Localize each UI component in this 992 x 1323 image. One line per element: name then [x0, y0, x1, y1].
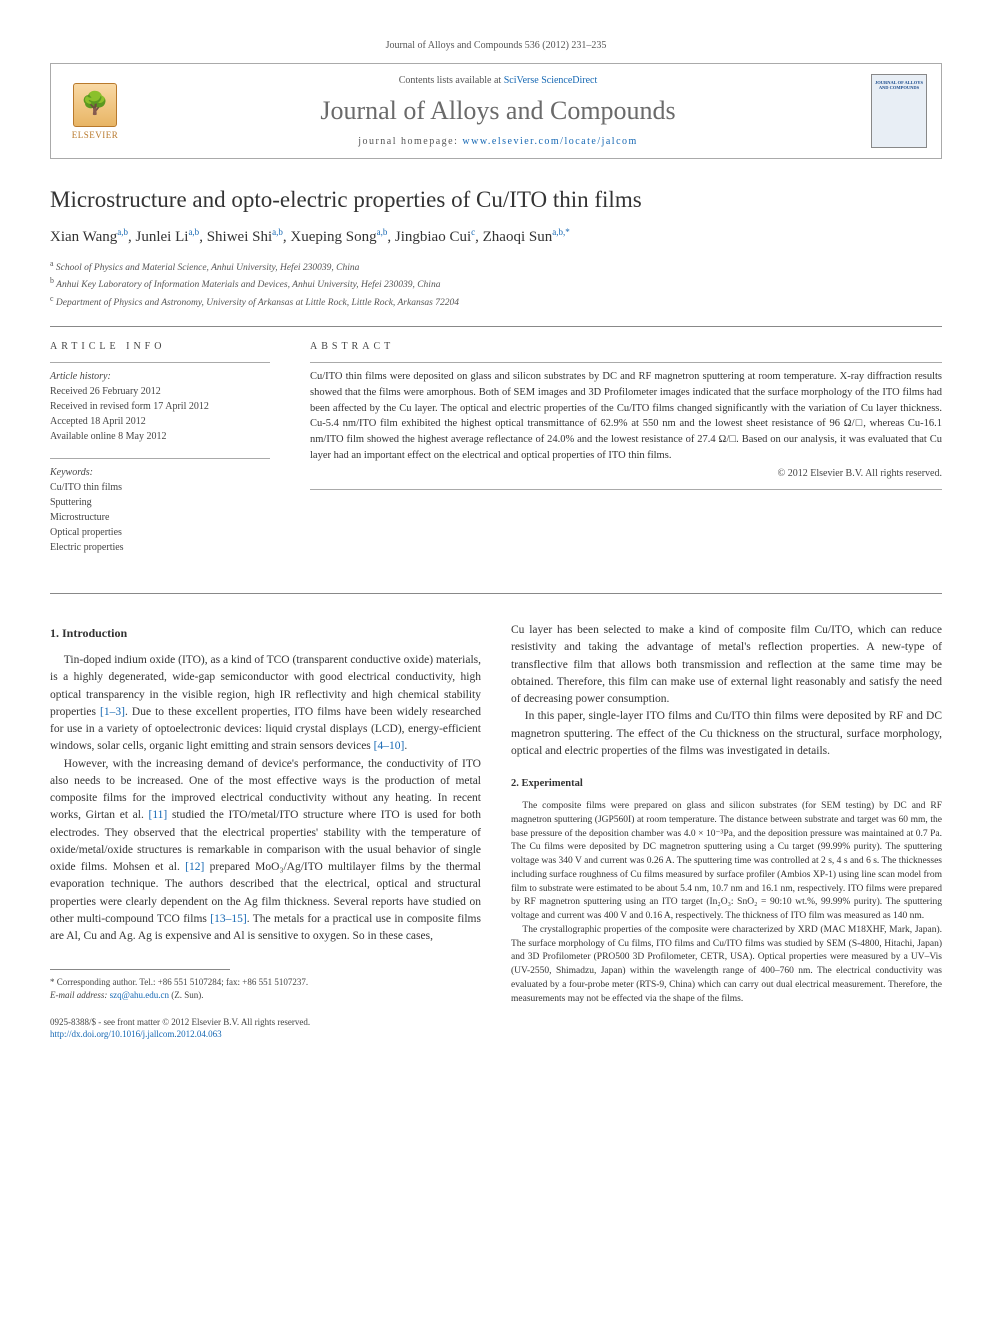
- article-info-column: ARTICLE INFO Article history: Received 2…: [50, 341, 270, 569]
- author-4-aff: a,b: [377, 227, 388, 237]
- abstract-label: ABSTRACT: [310, 341, 942, 352]
- intro-paragraph-2: However, with the increasing demand of d…: [50, 756, 481, 946]
- ref-1-3[interactable]: [1–3]: [100, 706, 125, 718]
- body-divider: [50, 593, 942, 594]
- author-5-aff: c: [471, 227, 475, 237]
- corresponding-star: *: [50, 977, 57, 987]
- article-title: Microstructure and opto-electric propert…: [50, 187, 942, 213]
- author-3-aff: a,b: [272, 227, 283, 237]
- abstract-copyright: © 2012 Elsevier B.V. All rights reserved…: [310, 468, 942, 479]
- ref-11[interactable]: [11]: [149, 809, 168, 821]
- corresponding-email-link[interactable]: szq@ahu.edu.cn: [110, 990, 169, 1000]
- contents-available-line: Contents lists available at SciVerse Sci…: [141, 75, 855, 86]
- abstract-divider-bottom: [310, 489, 942, 490]
- elsevier-logo: ELSEVIER: [65, 76, 125, 146]
- keywords-label: Keywords:: [50, 465, 270, 480]
- affiliation-c: Department of Physics and Astronomy, Uni…: [56, 298, 459, 308]
- homepage-line: journal homepage: www.elsevier.com/locat…: [141, 136, 855, 147]
- col2-paragraph-2: In this paper, single-layer ITO films an…: [511, 708, 942, 760]
- intro-heading: 1. Introduction: [50, 624, 481, 642]
- article-info-label: ARTICLE INFO: [50, 341, 270, 352]
- keyword-2: Sputtering: [50, 495, 270, 510]
- authors-line: Xian Wanga,b, Junlei Lia,b, Shiwei Shia,…: [50, 227, 942, 246]
- exp-paragraph-2: The crystallographic properties of the c…: [511, 924, 942, 1007]
- doi-link[interactable]: http://dx.doi.org/10.1016/j.jallcom.2012…: [50, 1029, 222, 1039]
- corresponding-author: * Corresponding author. Tel.: +86 551 51…: [50, 976, 481, 1001]
- affiliation-b: Anhui Key Laboratory of Information Mate…: [56, 281, 440, 291]
- info-divider: [50, 362, 270, 363]
- author-3: Shiwei Shi: [207, 229, 272, 245]
- homepage-link[interactable]: www.elsevier.com/locate/jalcom: [462, 136, 637, 147]
- keywords-block: Keywords: Cu/ITO thin films Sputtering M…: [50, 465, 270, 555]
- journal-header-box: ELSEVIER Contents lists available at Sci…: [50, 63, 942, 159]
- cover-title-text: JOURNAL OF ALLOYS AND COMPOUNDS: [872, 81, 926, 91]
- author-2-aff: a,b: [188, 227, 199, 237]
- abstract-divider: [310, 362, 942, 363]
- keyword-4: Optical properties: [50, 525, 270, 540]
- elsevier-label: ELSEVIER: [72, 130, 119, 140]
- author-6-aff: a,b,*: [552, 227, 570, 237]
- left-column: 1. Introduction Tin-doped indium oxide (…: [50, 622, 481, 1041]
- article-history: Article history: Received 26 February 20…: [50, 369, 270, 444]
- keyword-3: Microstructure: [50, 510, 270, 525]
- contents-prefix: Contents lists available at: [399, 75, 504, 86]
- abstract-text: Cu/ITO thin films were deposited on glas…: [310, 369, 942, 464]
- journal-cover-thumbnail: JOURNAL OF ALLOYS AND COMPOUNDS: [871, 74, 927, 148]
- ref-13-15[interactable]: [13–15]: [210, 913, 246, 925]
- author-1: Xian Wang: [50, 229, 117, 245]
- exp-paragraph-1: The composite films were prepared on gla…: [511, 800, 942, 924]
- affiliations: a School of Physics and Material Science…: [50, 258, 942, 310]
- abstract-column: ABSTRACT Cu/ITO thin films were deposite…: [310, 341, 942, 569]
- footer-issn: 0925-8388/$ - see front matter © 2012 El…: [50, 1016, 481, 1029]
- experimental-heading: 2. Experimental: [511, 776, 942, 792]
- section-divider: [50, 326, 942, 327]
- col2-paragraph-1: Cu layer has been selected to make a kin…: [511, 622, 942, 708]
- history-received: Received 26 February 2012: [50, 384, 270, 399]
- author-1-aff: a,b: [117, 227, 128, 237]
- sciencedirect-link[interactable]: SciVerse ScienceDirect: [504, 75, 598, 86]
- email-suffix: (Z. Sun).: [169, 990, 204, 1000]
- journal-name: Journal of Alloys and Compounds: [141, 96, 855, 126]
- history-accepted: Accepted 18 April 2012: [50, 414, 270, 429]
- elsevier-tree-icon: [73, 83, 117, 127]
- homepage-prefix: journal homepage:: [358, 136, 462, 147]
- history-revised: Received in revised form 17 April 2012: [50, 399, 270, 414]
- ref-4-10[interactable]: [4–10]: [374, 740, 405, 752]
- corresponding-divider: [50, 969, 230, 970]
- author-4: Xueping Song: [290, 229, 376, 245]
- intro-paragraph-1: Tin-doped indium oxide (ITO), as a kind …: [50, 652, 481, 756]
- email-label: E-mail address:: [50, 990, 110, 1000]
- journal-reference: Journal of Alloys and Compounds 536 (201…: [50, 40, 942, 51]
- author-2: Junlei Li: [136, 229, 189, 245]
- author-5: Jingbiao Cui: [395, 229, 471, 245]
- keyword-1: Cu/ITO thin films: [50, 480, 270, 495]
- author-6: Zhaoqi Sun: [483, 229, 553, 245]
- keyword-5: Electric properties: [50, 540, 270, 555]
- affiliation-a: School of Physics and Material Science, …: [56, 263, 360, 273]
- info-divider-2: [50, 458, 270, 459]
- history-online: Available online 8 May 2012: [50, 429, 270, 444]
- history-label: Article history:: [50, 369, 270, 384]
- right-column: Cu layer has been selected to make a kin…: [511, 622, 942, 1041]
- corresponding-text: Corresponding author. Tel.: +86 551 5107…: [57, 977, 308, 987]
- ref-12[interactable]: [12]: [185, 861, 204, 873]
